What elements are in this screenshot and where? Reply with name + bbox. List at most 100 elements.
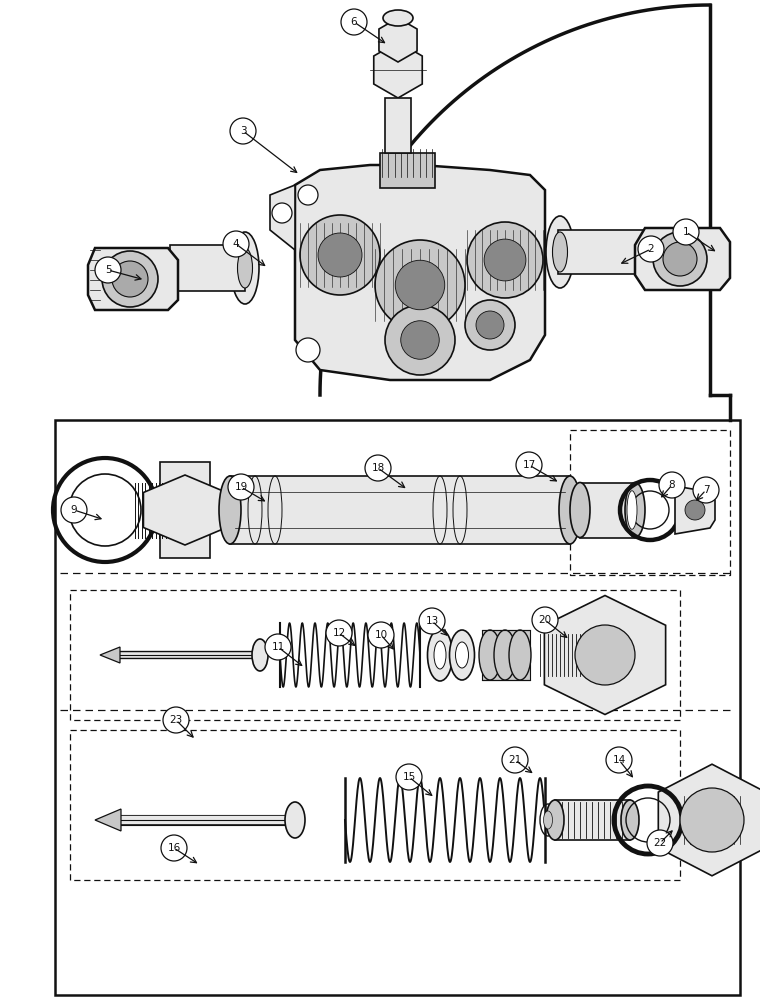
Polygon shape bbox=[544, 595, 666, 714]
Circle shape bbox=[575, 625, 635, 685]
Circle shape bbox=[693, 477, 719, 503]
Circle shape bbox=[102, 251, 158, 307]
Circle shape bbox=[653, 232, 707, 286]
Ellipse shape bbox=[546, 800, 564, 840]
Bar bbox=[482, 630, 530, 680]
Text: 13: 13 bbox=[426, 616, 439, 626]
Circle shape bbox=[265, 634, 291, 660]
Circle shape bbox=[296, 338, 320, 362]
Ellipse shape bbox=[559, 476, 581, 544]
Circle shape bbox=[161, 835, 187, 861]
Ellipse shape bbox=[479, 630, 501, 680]
Text: 21: 21 bbox=[508, 755, 521, 765]
Circle shape bbox=[230, 118, 256, 144]
Text: 14: 14 bbox=[613, 755, 625, 765]
Polygon shape bbox=[379, 18, 417, 62]
Text: 1: 1 bbox=[682, 227, 689, 237]
Bar bbox=[160, 462, 210, 558]
Circle shape bbox=[680, 788, 744, 852]
Circle shape bbox=[396, 764, 422, 790]
Ellipse shape bbox=[449, 630, 474, 680]
Circle shape bbox=[112, 261, 148, 297]
Ellipse shape bbox=[509, 630, 531, 680]
Text: 4: 4 bbox=[233, 239, 239, 249]
Ellipse shape bbox=[219, 476, 241, 544]
Circle shape bbox=[341, 9, 367, 35]
Text: 22: 22 bbox=[654, 838, 667, 848]
Circle shape bbox=[300, 215, 380, 295]
Bar bbox=[555, 800, 630, 840]
Circle shape bbox=[365, 455, 391, 481]
Ellipse shape bbox=[553, 232, 568, 272]
Circle shape bbox=[638, 236, 664, 262]
Circle shape bbox=[375, 240, 465, 330]
Circle shape bbox=[476, 311, 504, 339]
Ellipse shape bbox=[546, 216, 574, 288]
Text: 23: 23 bbox=[169, 715, 182, 725]
Bar bbox=[385, 98, 411, 153]
Circle shape bbox=[272, 203, 292, 223]
Circle shape bbox=[318, 233, 362, 277]
Ellipse shape bbox=[494, 630, 516, 680]
Text: 2: 2 bbox=[648, 244, 654, 254]
Circle shape bbox=[385, 305, 455, 375]
Polygon shape bbox=[675, 486, 715, 534]
Text: 18: 18 bbox=[372, 463, 385, 473]
Ellipse shape bbox=[543, 811, 553, 829]
Polygon shape bbox=[100, 647, 120, 663]
Text: 19: 19 bbox=[234, 482, 248, 492]
Circle shape bbox=[401, 321, 439, 359]
Circle shape bbox=[326, 620, 352, 646]
Text: 15: 15 bbox=[402, 772, 416, 782]
Circle shape bbox=[685, 500, 705, 520]
Circle shape bbox=[673, 219, 699, 245]
Polygon shape bbox=[88, 248, 178, 310]
Text: 5: 5 bbox=[105, 265, 111, 275]
Ellipse shape bbox=[570, 483, 590, 538]
Circle shape bbox=[467, 222, 543, 298]
Ellipse shape bbox=[625, 483, 645, 538]
Ellipse shape bbox=[427, 629, 452, 681]
Circle shape bbox=[223, 231, 249, 257]
Ellipse shape bbox=[540, 804, 556, 836]
Text: 12: 12 bbox=[332, 628, 346, 638]
Bar bbox=[558, 230, 648, 274]
Circle shape bbox=[228, 474, 254, 500]
Circle shape bbox=[647, 830, 673, 856]
Ellipse shape bbox=[252, 639, 268, 671]
Bar bbox=[580, 483, 635, 538]
Circle shape bbox=[163, 707, 189, 733]
Circle shape bbox=[663, 242, 697, 276]
Circle shape bbox=[95, 257, 121, 283]
Circle shape bbox=[419, 608, 445, 634]
Circle shape bbox=[532, 607, 558, 633]
Bar bbox=[170, 245, 245, 291]
Ellipse shape bbox=[231, 232, 259, 304]
Circle shape bbox=[61, 497, 87, 523]
Text: 17: 17 bbox=[522, 460, 536, 470]
Circle shape bbox=[516, 452, 542, 478]
Circle shape bbox=[606, 747, 632, 773]
Text: 11: 11 bbox=[271, 642, 285, 652]
Text: 6: 6 bbox=[350, 17, 357, 27]
Polygon shape bbox=[658, 764, 760, 876]
Circle shape bbox=[298, 185, 318, 205]
Text: 9: 9 bbox=[71, 505, 78, 515]
Bar bbox=[55, 420, 740, 995]
Text: 10: 10 bbox=[375, 630, 388, 640]
Ellipse shape bbox=[434, 641, 446, 669]
Ellipse shape bbox=[237, 248, 252, 288]
Text: 20: 20 bbox=[538, 615, 552, 625]
Ellipse shape bbox=[455, 642, 468, 668]
Bar bbox=[230, 476, 570, 544]
Text: 8: 8 bbox=[669, 480, 676, 490]
Polygon shape bbox=[144, 475, 226, 545]
Text: 16: 16 bbox=[167, 843, 181, 853]
Circle shape bbox=[659, 472, 685, 498]
Text: 3: 3 bbox=[239, 126, 246, 136]
Polygon shape bbox=[95, 809, 121, 831]
Polygon shape bbox=[270, 185, 295, 250]
Circle shape bbox=[395, 260, 445, 310]
Text: 7: 7 bbox=[703, 485, 709, 495]
Polygon shape bbox=[635, 228, 730, 290]
